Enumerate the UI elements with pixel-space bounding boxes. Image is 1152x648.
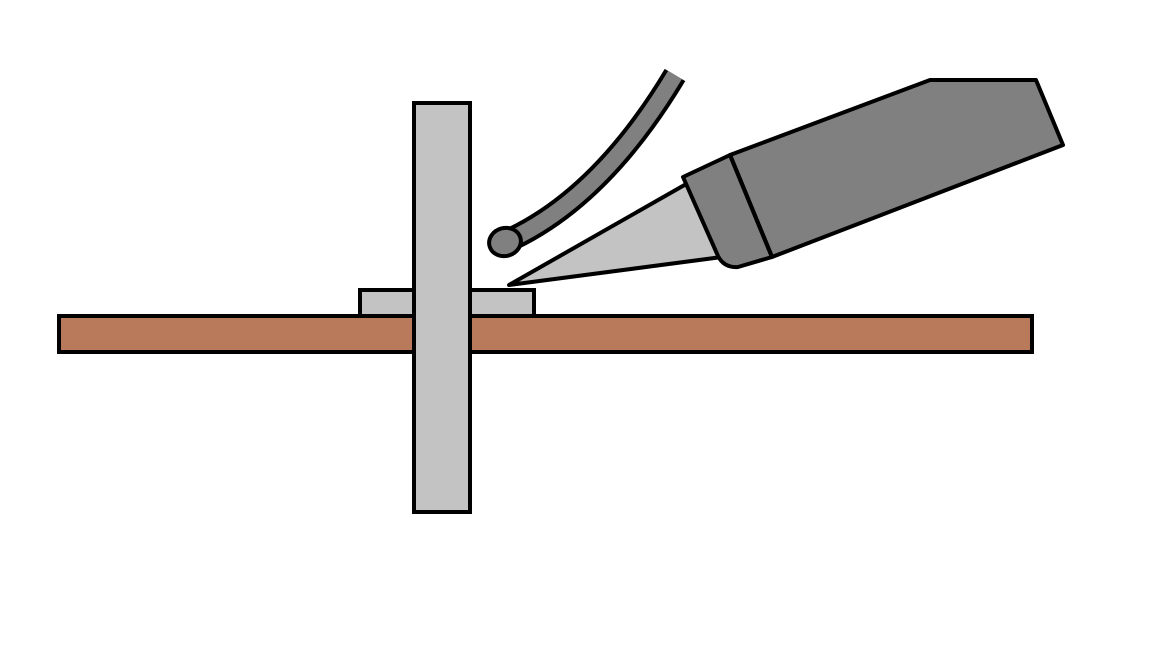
component-lead [412,101,472,514]
solder-wire [487,68,686,259]
circuit-board [57,314,1034,354]
solder-wire-end [487,225,523,259]
soldering-iron-barrel [728,78,1065,259]
soldering-iron-collar [681,153,774,270]
soldering-iron [507,78,1065,287]
soldering-iron-collar-edge [728,154,774,258]
